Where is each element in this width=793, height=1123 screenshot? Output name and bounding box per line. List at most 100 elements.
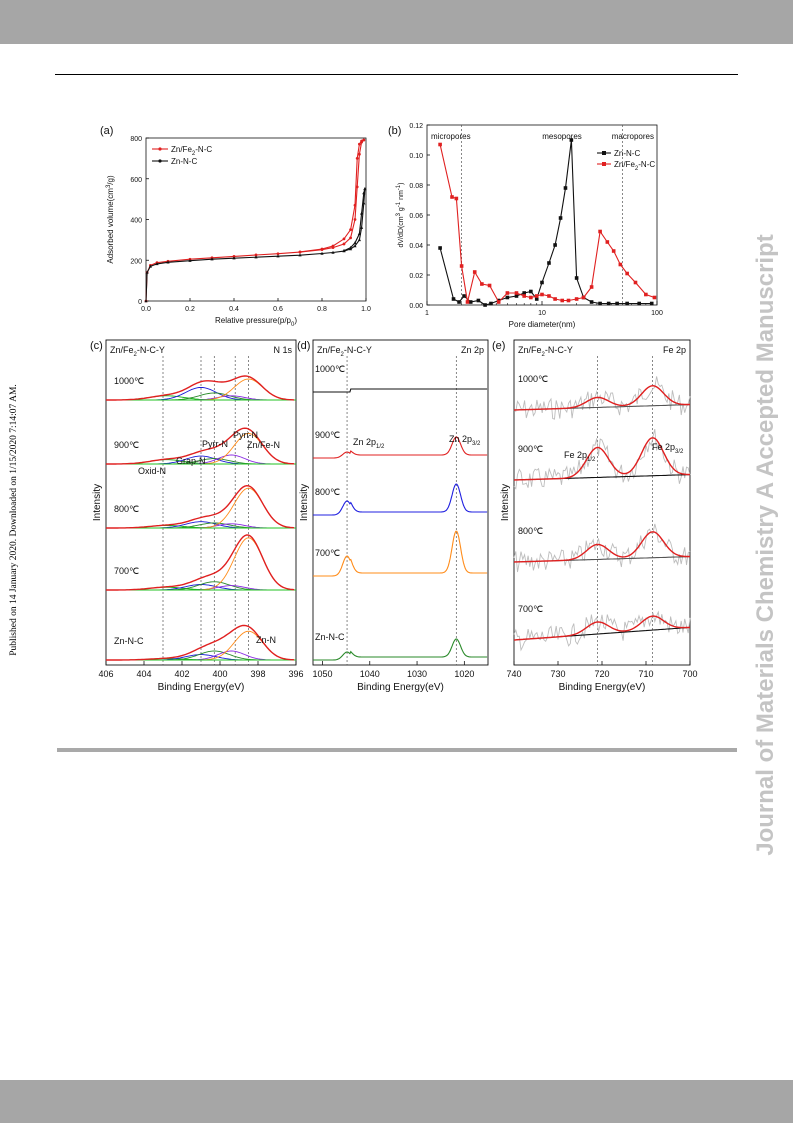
- fit-envelope: [106, 427, 295, 465]
- region-label-micropores: micropores: [431, 132, 471, 141]
- data-point: [276, 254, 280, 258]
- y-tick-label: 0.06: [409, 213, 423, 220]
- peak-label-zn2p12: Zn 2p1/2: [353, 437, 385, 450]
- data-point: [480, 282, 484, 286]
- curve-label: 900℃: [315, 430, 340, 440]
- x-tick-label: 398: [250, 669, 265, 679]
- panel-title: Zn/Fe2-N-C-Y: [110, 345, 165, 358]
- data-point: [644, 292, 648, 297]
- legend-marker: [602, 162, 606, 166]
- data-point: [155, 262, 159, 266]
- y-tick-label: 800: [130, 136, 142, 143]
- data-point: [188, 258, 192, 262]
- component-curve: [106, 650, 295, 661]
- y-axis-label: Intensity: [299, 484, 310, 521]
- curve-label: 1000℃: [518, 374, 548, 384]
- y-tick-label: 0.08: [409, 183, 423, 190]
- data-point: [522, 291, 526, 295]
- spectrum-line: [313, 638, 488, 661]
- panel-title: Zn/Fe2-N-C-Y: [317, 345, 372, 358]
- data-point: [363, 187, 367, 191]
- plot-frame: [312, 339, 489, 666]
- fit-envelope: [513, 437, 690, 481]
- x-tick-label: 700: [682, 669, 697, 679]
- data-point: [615, 301, 619, 306]
- data-point: [472, 270, 477, 274]
- legend-label: Zn/Fe2-N-C: [614, 160, 655, 172]
- x-tick-label: 0.2: [185, 306, 195, 313]
- x-tick-label: 400: [212, 669, 227, 679]
- data-point: [450, 195, 454, 199]
- data-point: [342, 237, 346, 241]
- x-tick-label: 740: [506, 669, 521, 679]
- data-point: [598, 229, 602, 234]
- peak-label-zn2p32: Zn 2p3/2: [449, 434, 481, 447]
- curve-label: 800℃: [114, 504, 139, 514]
- spectrum-line: [313, 530, 488, 577]
- data-point: [210, 257, 214, 261]
- data-point: [553, 297, 557, 301]
- x-tick-label: 406: [98, 669, 113, 679]
- data-point: [454, 196, 459, 201]
- data-point: [232, 254, 236, 258]
- data-point: [166, 260, 170, 264]
- annotation-grap-n: Grap-N: [176, 456, 206, 466]
- data-point: [360, 225, 364, 229]
- x-tick-label: 10: [538, 310, 546, 317]
- data-point: [254, 255, 258, 259]
- data-point: [320, 251, 324, 255]
- panel-label: (b): [388, 125, 401, 137]
- data-point: [487, 283, 492, 288]
- x-tick-label: 0.0: [141, 306, 151, 313]
- data-point: [476, 298, 481, 303]
- data-point: [529, 289, 533, 294]
- data-point: [605, 240, 610, 244]
- data-point: [360, 139, 363, 143]
- data-point: [362, 191, 366, 195]
- data-point: [598, 301, 602, 306]
- data-point: [320, 247, 324, 251]
- series-line: [145, 139, 365, 302]
- annotation-pyri-n: Pyri-N: [233, 430, 258, 440]
- panel-a-isotherm-chart: (a) 0.0 0.2 0.4 0.6 0.8 1.0 0 200 400 600 800 Relati…: [100, 125, 371, 328]
- data-point: [342, 248, 346, 252]
- annotation-zn-n: Zn-N: [256, 635, 276, 645]
- journal-watermark: Journal of Materials Chemistry A Accepte…: [752, 234, 779, 856]
- region-label-mesopores: mesopores: [542, 132, 582, 141]
- data-point: [438, 246, 442, 250]
- y-axis-label: Adsorbed volume(cm3/g): [106, 175, 115, 264]
- x-tick-label: 730: [550, 669, 565, 679]
- fit-envelope: [106, 624, 295, 661]
- legend-label: Zn/Fe2-N-C: [171, 145, 212, 157]
- published-note: Published on 14 January 2020. Downloaded…: [9, 384, 19, 656]
- data-point: [357, 238, 361, 242]
- y-tick-label: 0.04: [409, 243, 423, 250]
- fit-envelope: [106, 375, 295, 401]
- data-point: [465, 300, 470, 304]
- data-point: [144, 299, 148, 303]
- curve-label: 700℃: [518, 604, 543, 614]
- data-point: [534, 297, 539, 301]
- data-point: [625, 271, 629, 276]
- fit-envelope: [513, 531, 690, 563]
- data-point: [514, 294, 519, 298]
- y-tick-label: 200: [130, 258, 142, 265]
- data-point: [553, 243, 557, 247]
- data-point: [457, 300, 461, 304]
- x-tick-label: 1030: [407, 669, 427, 679]
- data-point: [505, 295, 510, 300]
- panel-b-pore-size-chart: (b) 1 10 100 0.00 0.02 0.04 0.06 0.08 0.10 0.12 mic…: [388, 123, 663, 329]
- x-axis-label: Pore diameter(nm): [509, 320, 576, 329]
- data-point: [496, 300, 501, 304]
- x-axis-label: Binding Energy(eV): [158, 682, 245, 693]
- x-tick-label: 1.0: [361, 306, 371, 313]
- data-point: [574, 276, 579, 280]
- data-point: [574, 297, 579, 301]
- x-tick-label: 1: [425, 310, 429, 317]
- curve-label: 900℃: [518, 444, 543, 454]
- legend-label: Zn-N-C: [171, 157, 197, 166]
- data-point: [540, 280, 544, 285]
- data-point: [483, 303, 487, 307]
- component-curve: [106, 650, 295, 661]
- y-tick-label: 0.00: [409, 303, 423, 310]
